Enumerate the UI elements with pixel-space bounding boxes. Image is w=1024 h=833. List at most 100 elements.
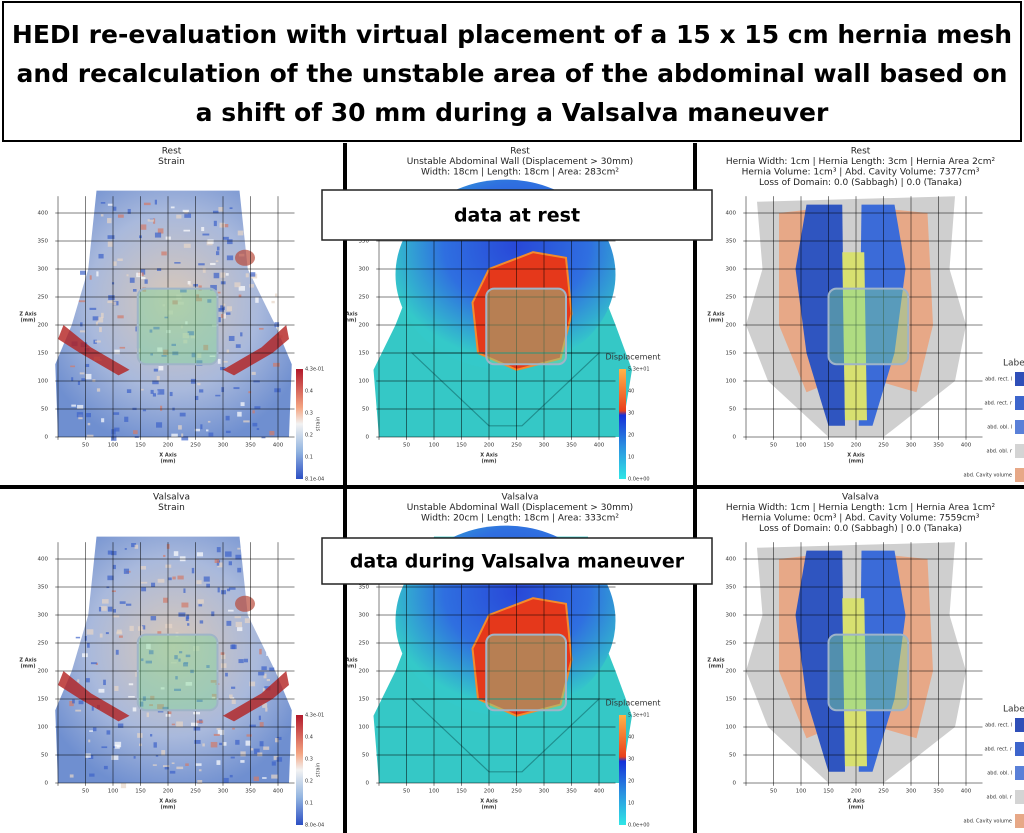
legend-swatch	[1015, 396, 1024, 410]
texture	[107, 241, 113, 247]
colorbar-label: 0.2	[305, 433, 313, 439]
texture	[196, 360, 203, 366]
texture	[100, 606, 107, 611]
texture	[108, 295, 115, 300]
texture	[177, 575, 184, 580]
texture	[114, 349, 120, 355]
texture	[114, 685, 119, 692]
texture	[228, 335, 235, 341]
texture	[98, 606, 102, 612]
texture	[71, 404, 76, 407]
texture	[163, 349, 169, 355]
texture	[79, 372, 85, 375]
texture	[237, 230, 244, 236]
z-tick-label: 150	[726, 697, 737, 703]
z-axis-label: Z Axis	[340, 657, 357, 663]
strain-band	[223, 671, 289, 722]
x-tick-label: 300	[218, 789, 229, 795]
texture	[85, 363, 90, 368]
x-axis-unit: (mm)	[482, 459, 497, 465]
texture	[194, 739, 201, 744]
x-tick-label: 250	[190, 789, 201, 795]
legend-swatch	[1015, 718, 1024, 732]
title-box	[2, 1, 1022, 142]
texture	[171, 436, 177, 442]
texture	[240, 332, 243, 337]
texture	[160, 405, 163, 411]
texture	[271, 761, 276, 766]
texture	[182, 209, 189, 213]
texture	[183, 662, 189, 664]
texture	[101, 312, 104, 319]
texture	[157, 389, 165, 395]
texture	[225, 273, 229, 276]
texture	[249, 724, 256, 728]
texture	[168, 711, 172, 715]
texture	[145, 660, 152, 664]
x-tick-label: 150	[823, 789, 834, 795]
texture	[141, 658, 144, 662]
texture	[206, 665, 210, 668]
texture	[182, 332, 190, 339]
texture	[140, 269, 146, 275]
z-axis-label: Z Axis	[340, 311, 357, 317]
texture	[173, 551, 179, 556]
texture	[142, 409, 147, 412]
texture	[215, 394, 221, 397]
strain-band	[223, 325, 289, 376]
texture	[259, 741, 264, 747]
texture	[85, 373, 92, 380]
texture	[237, 411, 242, 417]
texture	[140, 566, 146, 570]
texture	[195, 297, 202, 302]
strain-band	[58, 325, 130, 376]
texture	[161, 354, 167, 357]
texture	[89, 730, 93, 732]
callout: data at rest	[454, 205, 580, 227]
texture	[150, 353, 153, 356]
texture	[207, 420, 211, 423]
texture	[150, 389, 154, 394]
texture	[176, 766, 184, 770]
texture	[174, 688, 182, 692]
x-tick-label: 100	[429, 443, 440, 449]
texture	[127, 208, 131, 214]
x-tick-label: 200	[163, 789, 174, 795]
texture	[240, 760, 245, 763]
legend-swatch	[1015, 790, 1024, 804]
texture	[208, 432, 214, 437]
texture	[226, 620, 232, 626]
texture	[134, 544, 139, 549]
texture	[176, 721, 183, 727]
z-tick-label: 250	[726, 295, 737, 301]
x-tick-label: 100	[108, 443, 119, 449]
texture	[210, 680, 217, 683]
texture	[211, 693, 219, 700]
texture	[169, 770, 176, 774]
texture	[165, 236, 171, 240]
texture	[259, 648, 262, 655]
texture	[217, 729, 225, 735]
texture	[99, 633, 103, 638]
texture	[220, 366, 226, 371]
texture	[230, 756, 235, 759]
texture	[77, 679, 80, 683]
texture	[149, 704, 153, 707]
texture	[235, 344, 241, 348]
x-axis-label: X Axis	[847, 453, 864, 459]
texture	[101, 418, 105, 423]
texture	[141, 587, 147, 592]
colorbar-label: 8.0e-04	[305, 823, 324, 829]
texture	[203, 344, 209, 351]
texture	[88, 739, 91, 743]
colorbar	[296, 715, 303, 825]
texture	[140, 224, 147, 230]
texture	[232, 727, 235, 730]
torso	[55, 190, 292, 437]
z-tick-label: 250	[38, 641, 49, 647]
label-rectus	[795, 204, 845, 426]
colorbar-label: 5.3e+01	[628, 367, 650, 373]
texture	[102, 599, 109, 604]
